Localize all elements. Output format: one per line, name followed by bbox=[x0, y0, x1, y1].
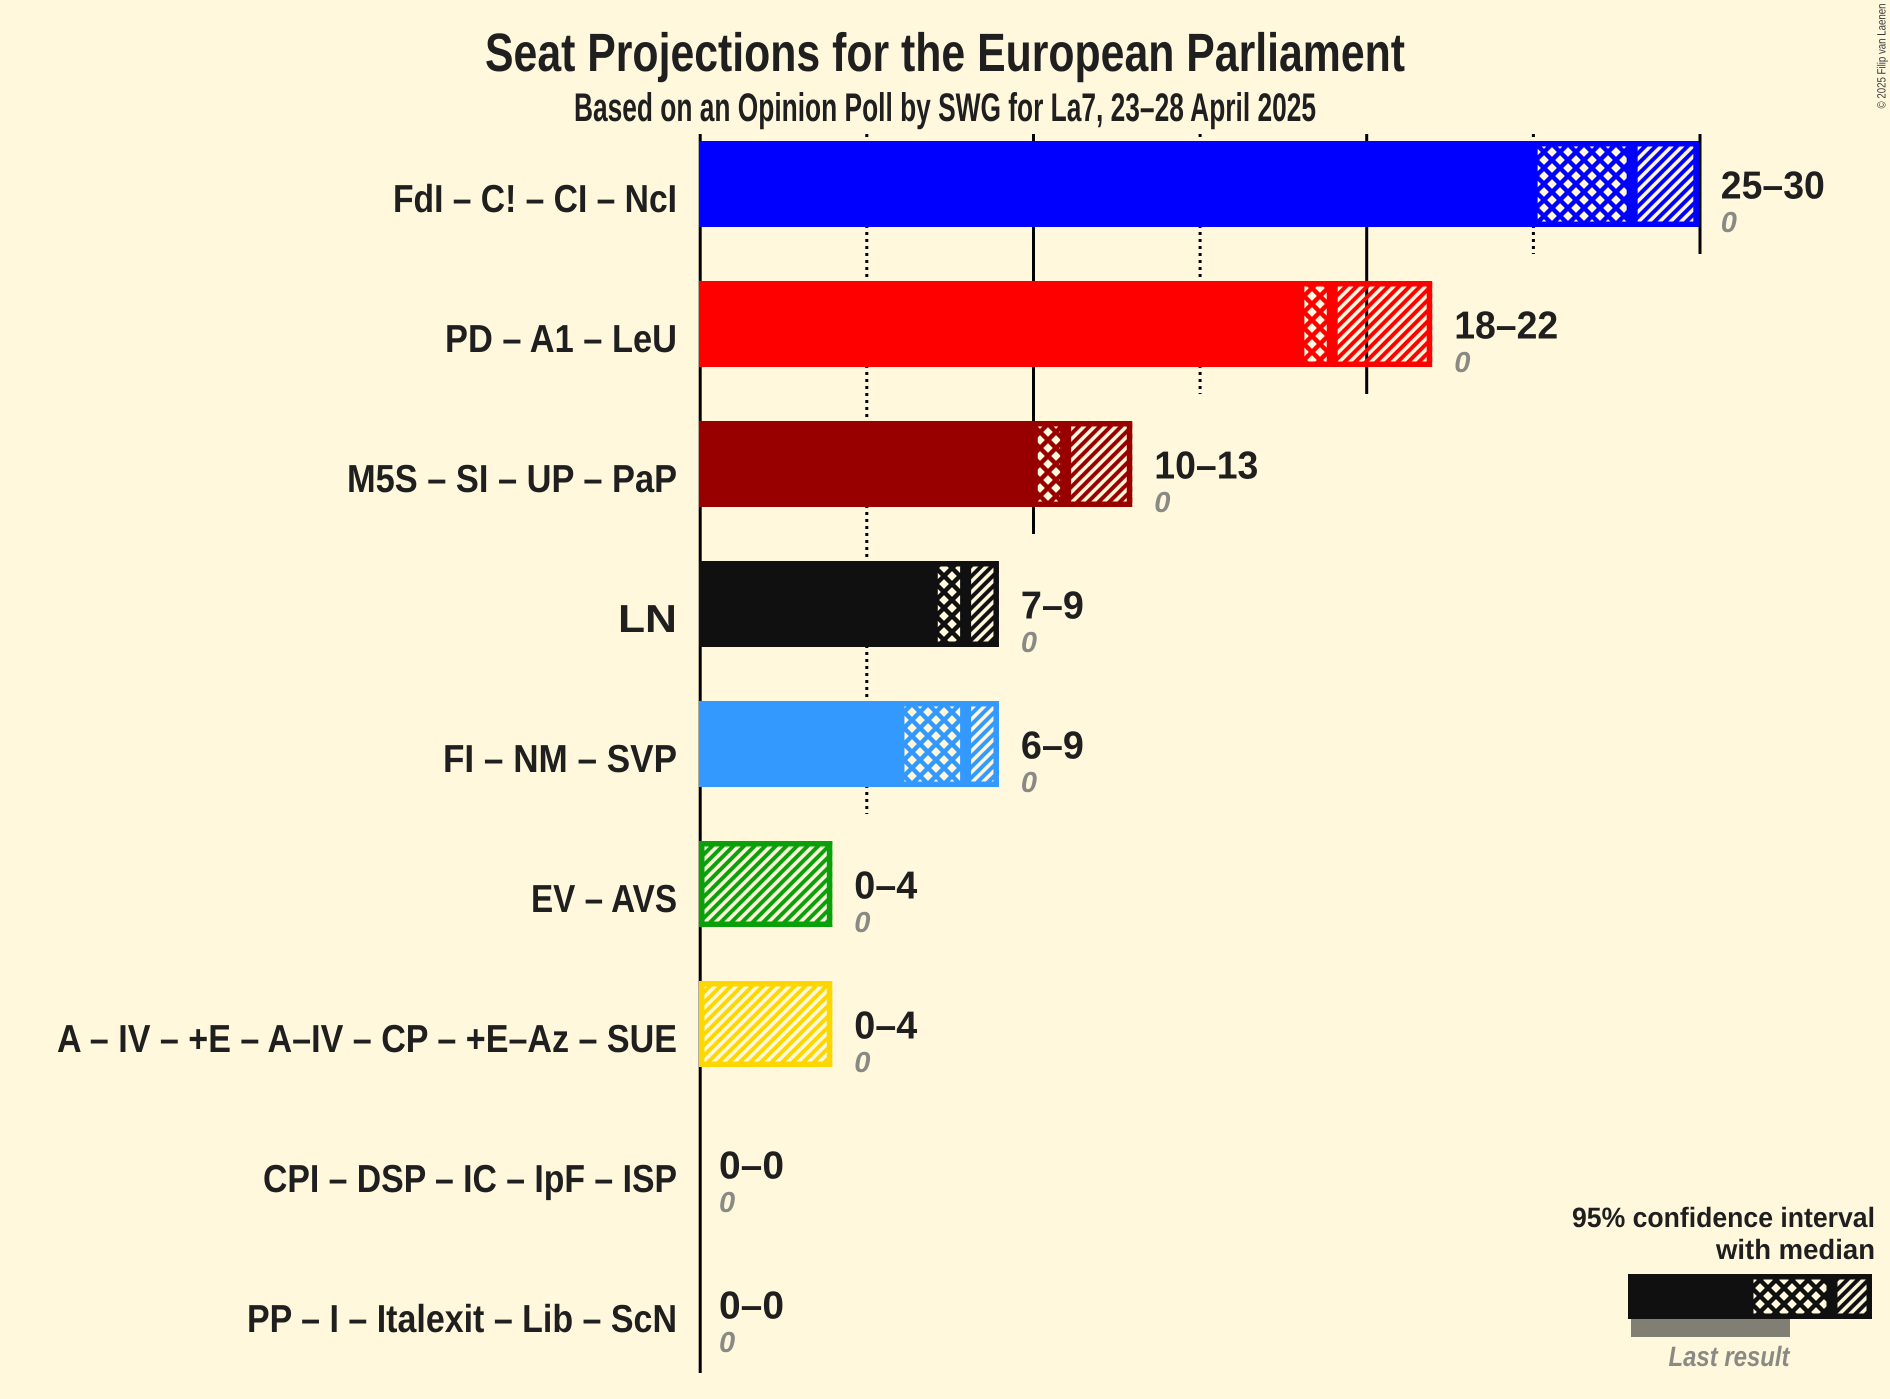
svg-text:10–13: 10–13 bbox=[1154, 445, 1258, 488]
svg-text:7–9: 7–9 bbox=[1021, 585, 1084, 628]
svg-text:Seat Projections for the Europ: Seat Projections for the European Parlia… bbox=[485, 23, 1405, 83]
svg-text:0: 0 bbox=[719, 1187, 735, 1219]
svg-text:95% confidence interval: 95% confidence interval bbox=[1572, 1202, 1875, 1233]
svg-text:0–0: 0–0 bbox=[719, 1285, 784, 1328]
svg-text:0–4: 0–4 bbox=[854, 865, 917, 908]
svg-text:0: 0 bbox=[854, 907, 870, 939]
svg-text:0: 0 bbox=[1454, 347, 1470, 379]
svg-text:0: 0 bbox=[1154, 487, 1170, 519]
svg-text:FI – NM – SVP: FI – NM – SVP bbox=[443, 738, 677, 781]
svg-text:0: 0 bbox=[1721, 207, 1737, 239]
svg-text:FdI – C! – CI – NcI: FdI – C! – CI – NcI bbox=[393, 178, 677, 221]
svg-text:18–22: 18–22 bbox=[1454, 305, 1558, 348]
svg-text:PP – I – Italexit – Lib – ScN: PP – I – Italexit – Lib – ScN bbox=[247, 1298, 677, 1341]
svg-text:Last result: Last result bbox=[1669, 1341, 1791, 1372]
svg-text:6–9: 6–9 bbox=[1021, 725, 1084, 768]
svg-text:0: 0 bbox=[719, 1327, 735, 1359]
svg-text:0–4: 0–4 bbox=[854, 1005, 917, 1048]
svg-text:Based on an Opinion Poll by SW: Based on an Opinion Poll by SWG for La7,… bbox=[574, 86, 1316, 130]
svg-text:0: 0 bbox=[1021, 767, 1037, 799]
svg-text:A – IV – +E – A–IV – CP – +E–A: A – IV – +E – A–IV – CP – +E–Az – SUE bbox=[57, 1018, 677, 1061]
svg-text:EV – AVS: EV – AVS bbox=[531, 878, 677, 921]
svg-text:0: 0 bbox=[1021, 627, 1037, 659]
svg-text:PD – A1 – LeU: PD – A1 – LeU bbox=[445, 318, 677, 361]
svg-text:with median: with median bbox=[1715, 1234, 1875, 1265]
svg-text:© 2025 Filip van Laenen: © 2025 Filip van Laenen bbox=[1875, 4, 1889, 109]
svg-text:25–30: 25–30 bbox=[1721, 165, 1825, 208]
svg-text:M5S – SI – UP – PaP: M5S – SI – UP – PaP bbox=[347, 458, 677, 501]
svg-text:LN: LN bbox=[618, 598, 677, 641]
svg-text:0: 0 bbox=[854, 1047, 870, 1079]
svg-text:CPI – DSP – IC – IpF – ISP: CPI – DSP – IC – IpF – ISP bbox=[263, 1158, 677, 1201]
svg-text:0–0: 0–0 bbox=[719, 1145, 784, 1188]
